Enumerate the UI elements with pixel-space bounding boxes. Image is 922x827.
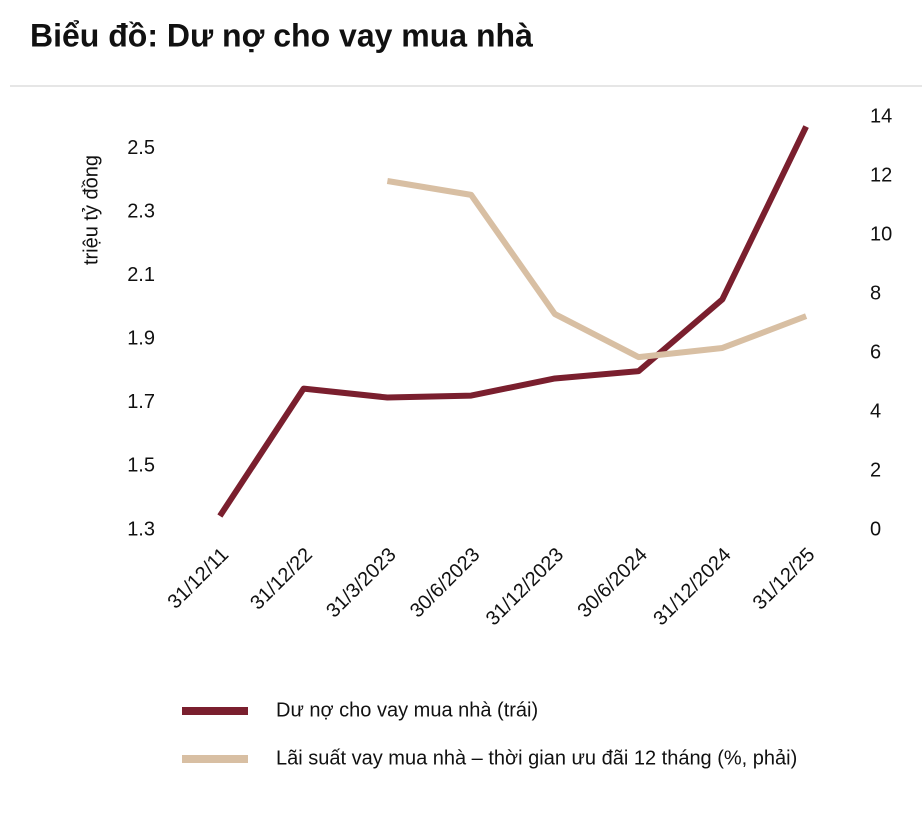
y-axis-label: triệu tỷ đồng bbox=[80, 155, 102, 265]
y2-tick-label: 6 bbox=[870, 341, 881, 363]
chart-title: Biểu đồ: Dư nợ cho vay mua nhà bbox=[30, 17, 533, 53]
x-tick-label: 31/12/2024 bbox=[649, 544, 735, 630]
legend-label: Dư nợ cho vay mua nhà (trái) bbox=[276, 699, 538, 721]
x-tick-label: 30/6/2023 bbox=[406, 544, 484, 622]
y2-tick-label: 14 bbox=[870, 105, 892, 127]
y-tick-label: 2.1 bbox=[127, 264, 155, 286]
y2-tick-label: 8 bbox=[870, 282, 881, 304]
y2-tick-label: 0 bbox=[870, 518, 881, 540]
y-tick-label: 1.5 bbox=[127, 455, 155, 477]
x-tick-label: 31/3/2023 bbox=[322, 544, 400, 622]
y-tick-label: 2.3 bbox=[127, 201, 155, 223]
y-tick-label: 2.5 bbox=[127, 137, 155, 159]
y-tick-label: 1.9 bbox=[127, 328, 155, 350]
y2-tick-label: 4 bbox=[870, 400, 881, 422]
y2-tick-label: 12 bbox=[870, 164, 892, 186]
y2-tick-label: 10 bbox=[870, 223, 892, 245]
x-tick-label: 30/6/2024 bbox=[573, 544, 651, 622]
x-tick-label: 31/12/22 bbox=[246, 544, 317, 615]
y-tick-label: 1.3 bbox=[127, 518, 155, 540]
series-line bbox=[217, 125, 809, 518]
series-line bbox=[386, 178, 808, 361]
legend-label: Lãi suất vay mua nhà – thời gian ưu đãi … bbox=[276, 747, 797, 769]
y-tick-label: 1.7 bbox=[127, 391, 155, 413]
x-tick-label: 31/12/11 bbox=[164, 544, 234, 614]
x-tick-label: 31/12/25 bbox=[749, 544, 820, 615]
x-tick-label: 31/12/2023 bbox=[482, 544, 568, 630]
y2-tick-label: 2 bbox=[870, 459, 881, 481]
